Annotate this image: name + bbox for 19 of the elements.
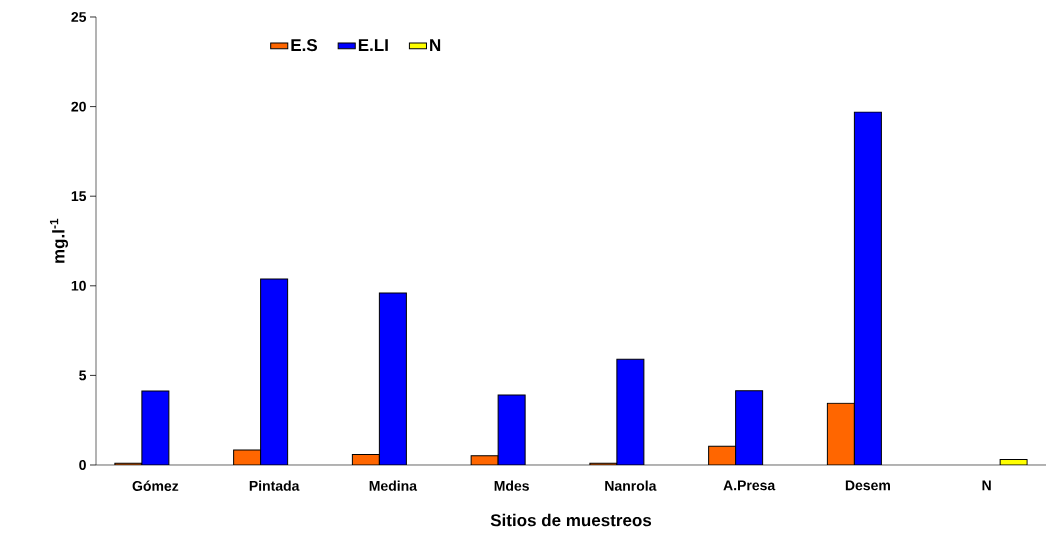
x-tick-label: Mdes <box>494 480 529 491</box>
y-tick-label: 0 <box>79 460 86 470</box>
y-tick-label: 15 <box>71 191 87 202</box>
x-tick-label: Nanrola <box>605 480 657 491</box>
y-tick-label: 25 <box>71 12 87 22</box>
y-axis-title: mg.l$^{-1}$ <box>49 218 69 263</box>
x-tick-label: Gómez <box>132 480 179 491</box>
y-tick-label: 5 <box>79 370 87 381</box>
x-tick-label: A.Presa <box>723 480 776 491</box>
y-tick-label: 20 <box>71 101 86 112</box>
x-tick-label: N <box>982 480 991 491</box>
x-tick-label: Desem <box>845 480 890 491</box>
y-tick-label: 10 <box>71 280 86 291</box>
legend-label: E.S <box>291 39 318 52</box>
legend-label: E.LI <box>358 39 388 51</box>
x-tick-label: Medina <box>369 480 418 491</box>
x-axis-title: Sitios de muestreos <box>490 513 652 527</box>
x-tick-label: Pintada <box>249 480 300 491</box>
legend-label: N <box>430 39 441 51</box>
